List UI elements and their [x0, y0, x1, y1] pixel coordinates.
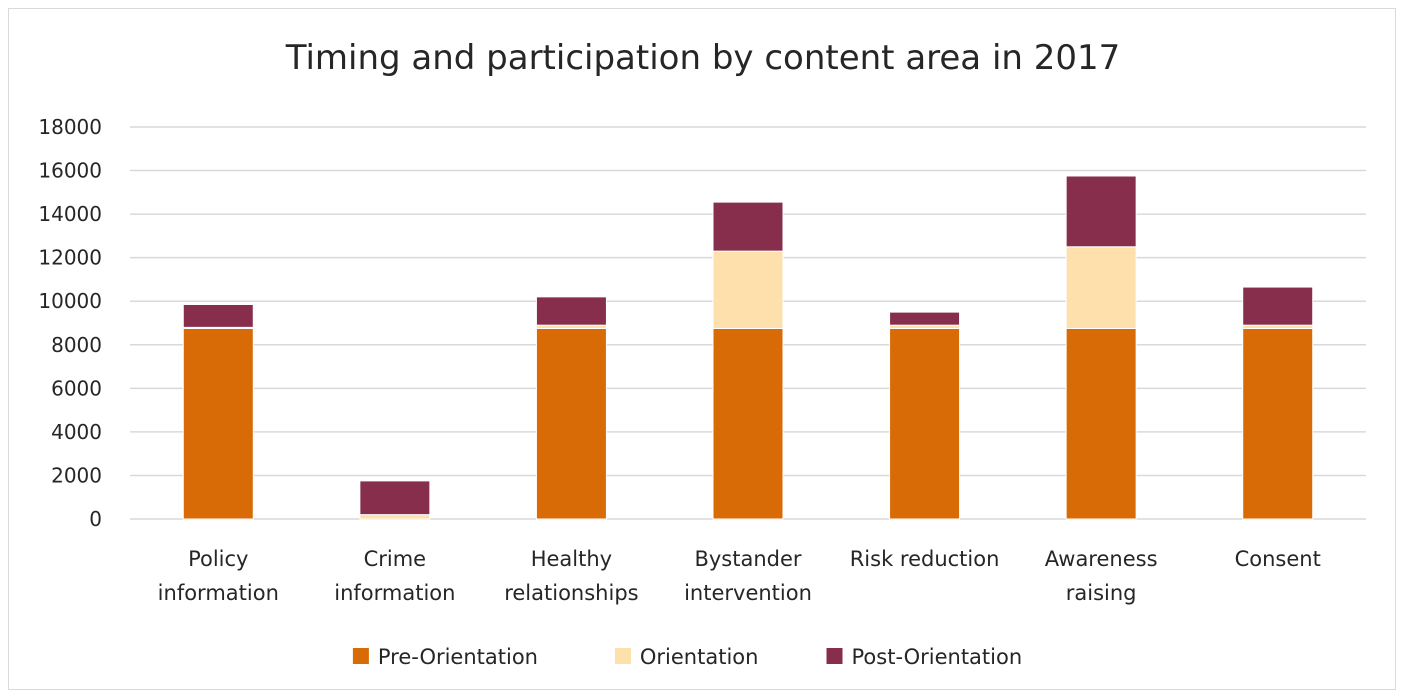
x-category-label-line: information: [158, 581, 279, 605]
bar-segment: [359, 480, 431, 516]
x-axis-labels: Policy information Crime information Healthy…: [158, 547, 1321, 605]
x-category-label: Healthy relationships: [504, 547, 638, 605]
x-category-label: Awareness raising: [1045, 547, 1158, 605]
y-tick-label: 12000: [38, 246, 102, 270]
y-tick-label: 4000: [51, 420, 102, 444]
y-tick-label: 16000: [38, 159, 102, 183]
legend-label: Pre-Orientation: [378, 645, 538, 669]
x-category-label-line: Policy: [188, 547, 248, 571]
y-tick-label: 10000: [38, 289, 102, 313]
legend-swatch: [826, 648, 843, 664]
bar-segment: [1065, 175, 1137, 248]
bar-segment: [1065, 246, 1137, 329]
bar-segment: [182, 327, 254, 520]
x-category-label: Bystander intervention: [684, 547, 812, 605]
chart-title: Timing and participation by content area…: [285, 38, 1121, 78]
bars: [182, 175, 1314, 520]
legend-label: Post-Orientation: [852, 645, 1023, 669]
bar-segment: [182, 303, 254, 328]
x-category-label-line: intervention: [684, 581, 812, 605]
bar-segment: [712, 201, 784, 252]
x-category-label-line: raising: [1066, 581, 1137, 605]
y-axis-ticks: 0 2000 4000 6000 8000 10000 12000 14000 16000 180…: [38, 115, 102, 531]
bar-segment: [535, 296, 607, 326]
y-tick-label: 14000: [38, 202, 102, 226]
x-category-label-line: Risk reduction: [850, 547, 1000, 571]
bar-segment: [889, 327, 961, 520]
x-category-label-line: information: [334, 581, 455, 605]
x-category-label-line: Crime: [364, 547, 427, 571]
legend-swatch: [614, 648, 631, 664]
bar-segment: [1242, 286, 1314, 326]
y-tick-label: 0: [89, 507, 102, 531]
x-category-label-line: Awareness: [1045, 547, 1158, 571]
legend-swatch: [352, 648, 369, 664]
x-category-label-line: Bystander: [694, 547, 801, 571]
x-category-label: Risk reduction: [850, 547, 1000, 571]
x-category-label: Consent: [1235, 547, 1321, 571]
x-category-label-line: Consent: [1235, 547, 1321, 571]
bar-segment: [889, 311, 961, 326]
bar-segment: [1242, 327, 1314, 520]
x-category-label: Crime information: [334, 547, 455, 605]
bar-segment: [712, 327, 784, 520]
y-tick-label: 2000: [51, 463, 102, 487]
y-tick-label: 18000: [38, 115, 102, 139]
bar-segment: [359, 514, 431, 520]
x-category-label: Policy information: [158, 547, 279, 605]
x-category-label-line: relationships: [504, 581, 638, 605]
y-tick-label: 6000: [51, 376, 102, 400]
y-tick-label: 8000: [51, 333, 102, 357]
legend-label: Orientation: [640, 645, 759, 669]
x-category-label-line: Healthy: [531, 547, 612, 571]
bar-segment: [535, 327, 607, 520]
legend: Pre-Orientation Orientation Post-Orientati…: [352, 645, 1023, 669]
bar-segment: [712, 250, 784, 329]
bar-segment: [1065, 327, 1137, 520]
